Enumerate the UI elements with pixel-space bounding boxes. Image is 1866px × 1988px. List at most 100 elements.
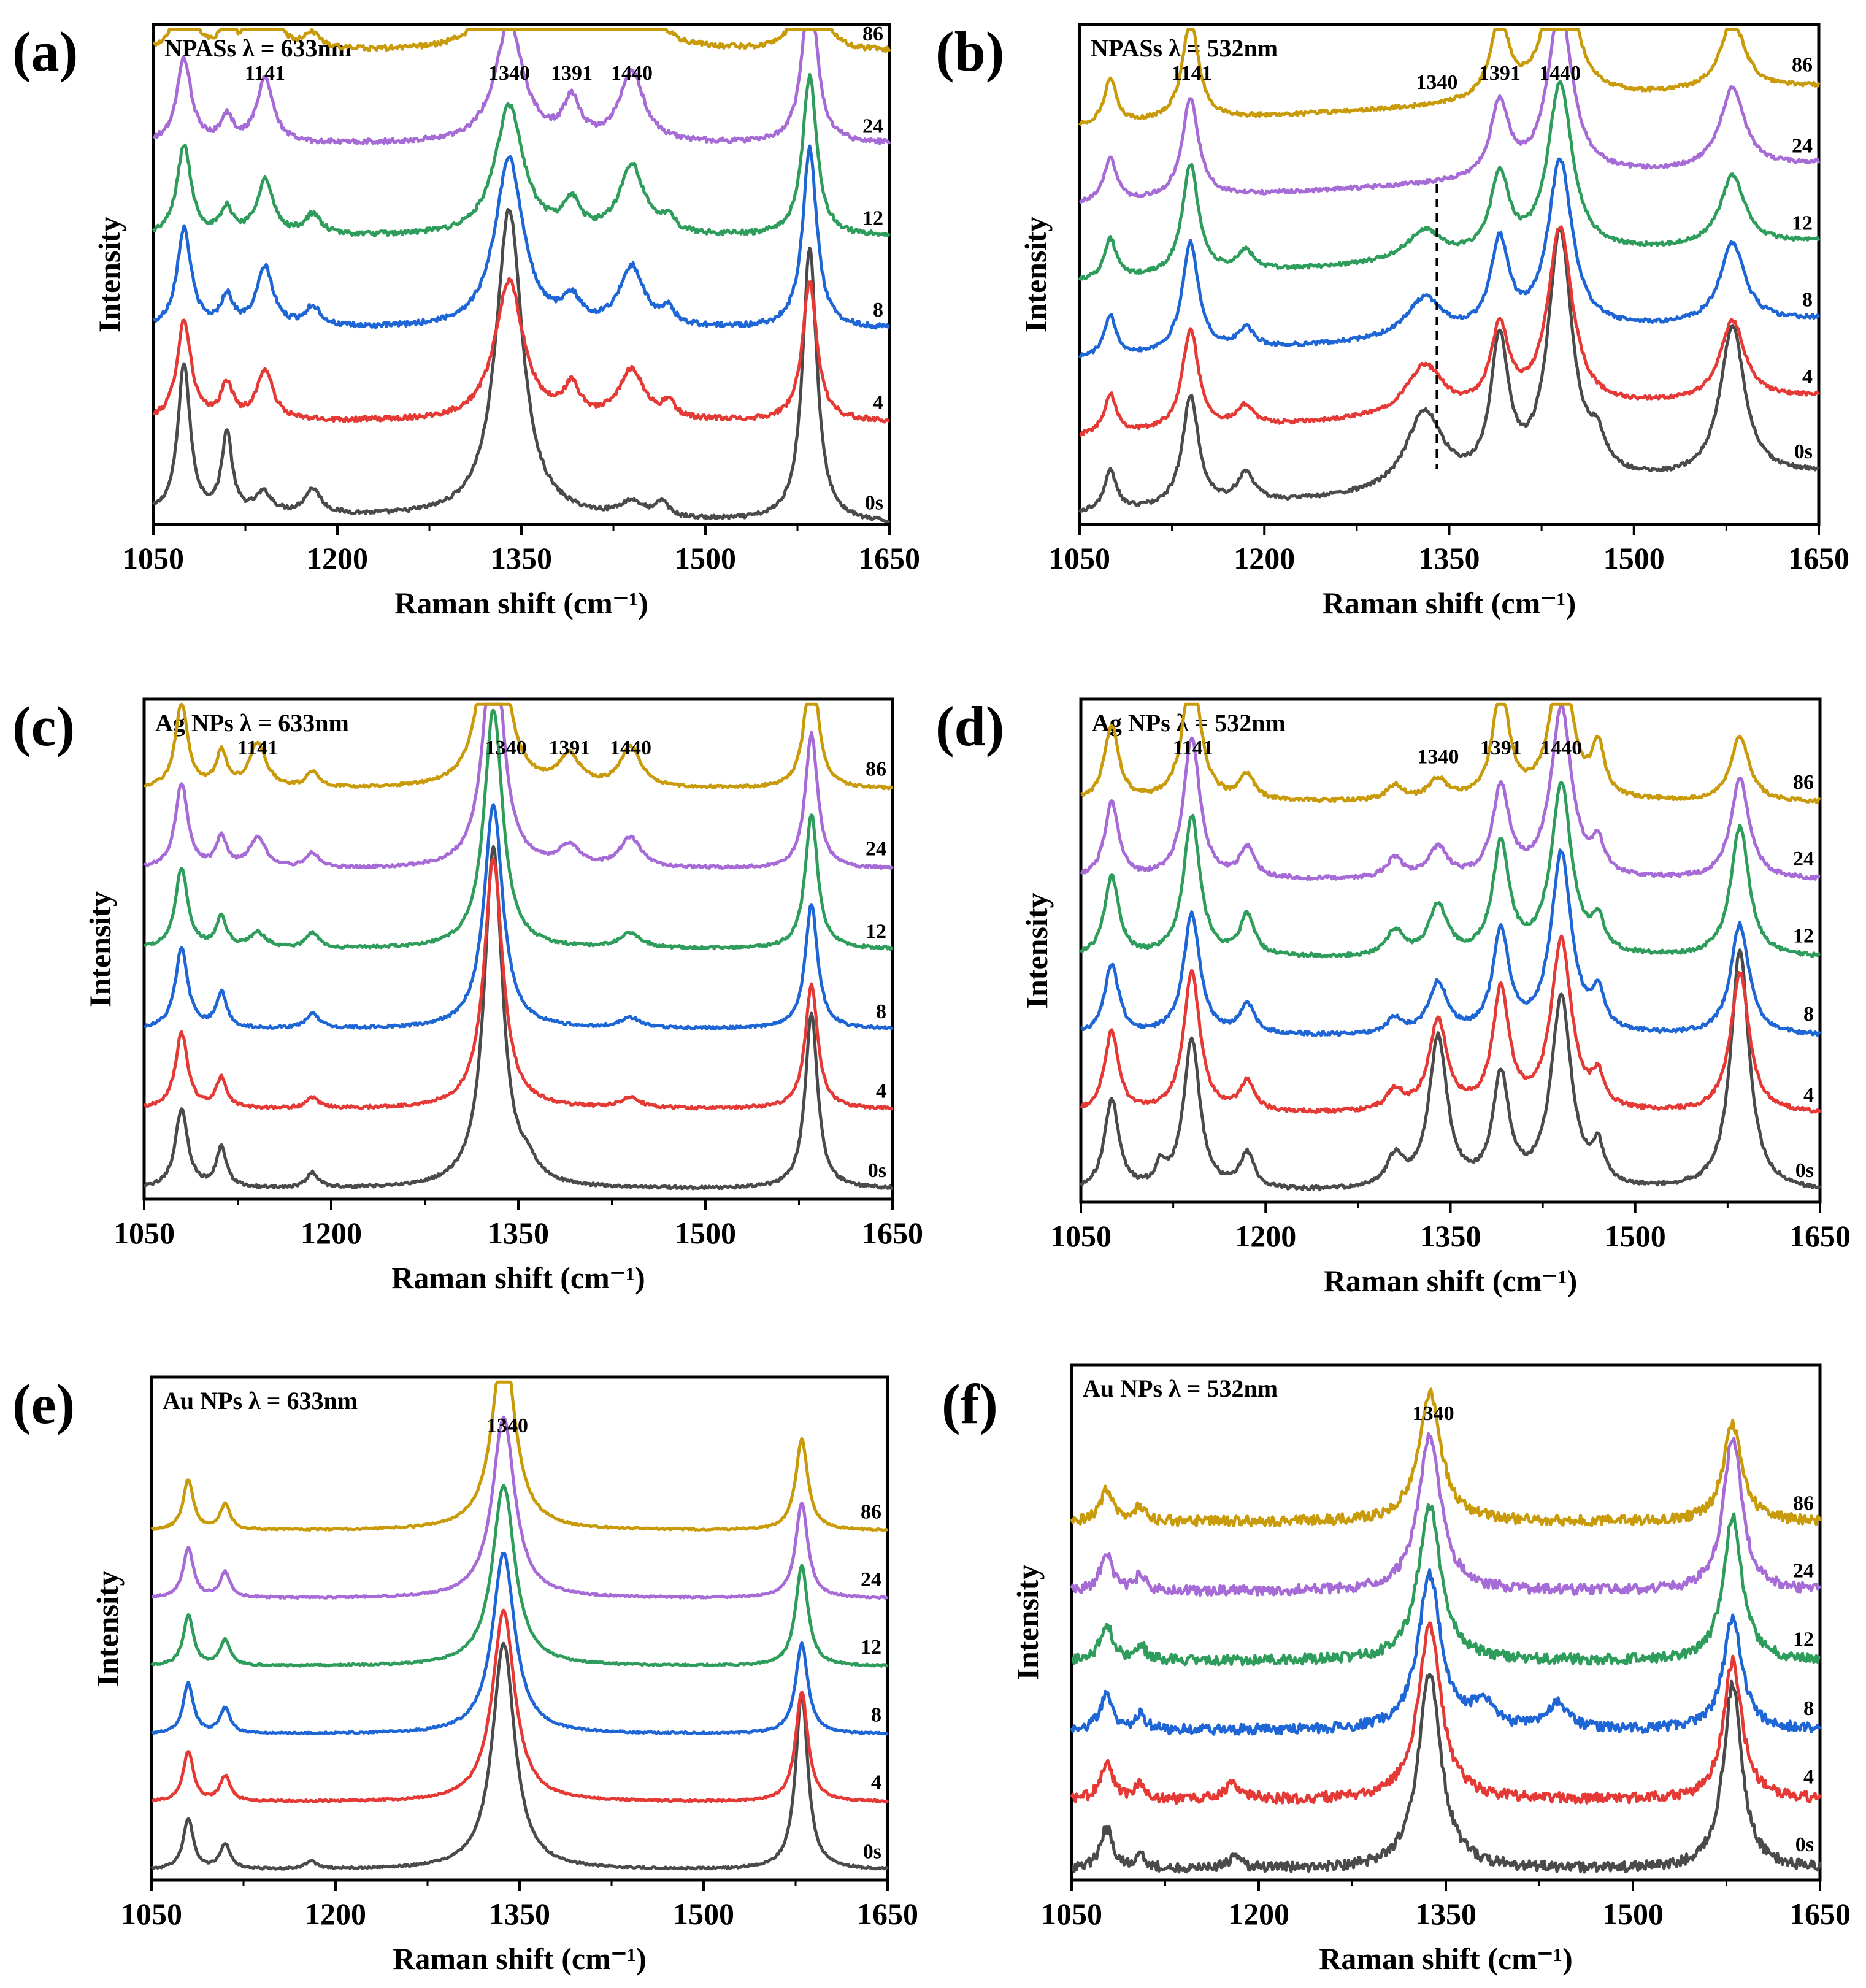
x-tick-label: 1350 xyxy=(488,1216,549,1250)
series-label: 12 xyxy=(861,1636,881,1659)
x-tick-label: 1050 xyxy=(1050,1219,1112,1253)
panel-letter: (d) xyxy=(935,695,1004,758)
series-label: 8 xyxy=(876,1000,886,1023)
x-tick-label: 1500 xyxy=(1605,1219,1666,1253)
x-tick-label: 1500 xyxy=(1602,1897,1664,1931)
x-tick-label: 1200 xyxy=(301,1216,362,1250)
spectrum-line-12 xyxy=(144,708,894,951)
x-tick-label: 1650 xyxy=(1789,1897,1851,1931)
series-label: 12 xyxy=(866,921,886,943)
spectrum-line-4 xyxy=(1079,225,1821,437)
spectrum-line-12 xyxy=(1079,780,1821,959)
series-label: 0s xyxy=(863,1841,881,1863)
x-tick-label: 1350 xyxy=(491,541,552,575)
spectrum-line-12 xyxy=(152,72,891,237)
series-label: 24 xyxy=(1793,1560,1814,1583)
series-label: 24 xyxy=(862,115,883,137)
spectrum-line-86 xyxy=(152,28,891,53)
spectrum-line-8 xyxy=(1070,1568,1822,1736)
spectrum-line-86 xyxy=(1070,1387,1822,1528)
peak-label: 1440 xyxy=(611,62,653,85)
panel-letter: (e) xyxy=(12,1373,75,1435)
x-tick-label: 1500 xyxy=(675,541,736,575)
peak-label: 1141 xyxy=(1173,737,1213,759)
series-label: 86 xyxy=(866,758,886,781)
x-axis-label: Raman shift (cm⁻¹) xyxy=(1323,586,1576,620)
x-tick-label: 1650 xyxy=(857,1897,918,1931)
spectrum-line-0s xyxy=(1079,948,1822,1192)
spectrum-line-24 xyxy=(143,702,894,870)
spectrum-line-0s xyxy=(1078,226,1820,513)
x-tick-label: 1350 xyxy=(1420,1219,1481,1253)
y-axis-label: Intensity xyxy=(1018,217,1053,332)
x-tick-label: 1200 xyxy=(1235,1219,1296,1253)
spectrum-line-24 xyxy=(152,28,891,146)
y-axis-label: Intensity xyxy=(1019,893,1054,1009)
x-axis-label: Raman shift (cm⁻¹) xyxy=(1319,1941,1573,1976)
x-axis-label: Raman shift (cm⁻¹) xyxy=(393,1941,647,1976)
panel-letter: (b) xyxy=(935,20,1004,83)
spectrum-line-86 xyxy=(1078,28,1821,126)
series-label: 0s xyxy=(1795,1833,1814,1856)
spectrum-line-86 xyxy=(150,1380,888,1532)
peak-label: 1391 xyxy=(1480,737,1522,759)
peak-label: 1340 xyxy=(1413,1402,1454,1425)
x-tick-label: 1650 xyxy=(1788,541,1849,575)
panel-letter: (c) xyxy=(12,695,75,758)
series-label: 4 xyxy=(1802,366,1813,388)
x-axis-label: Raman shift (cm⁻¹) xyxy=(1324,1264,1578,1298)
spectrum-line-8 xyxy=(1080,848,1821,1037)
spectrum-line-8 xyxy=(152,144,890,330)
series-label: 8 xyxy=(873,299,883,321)
chart-panel-f: (f) Au NPs λ = 532nm 1050 1200 1350 1500 1650 R… xyxy=(942,1363,1851,1976)
chart-panel-e: (e) Au NPs λ = 633nm 1050 1200 1350 1500 1650 R… xyxy=(12,1373,918,1976)
spectrum-line-4 xyxy=(151,1608,889,1804)
peak-label: 1340 xyxy=(488,62,530,85)
x-tick-label: 1500 xyxy=(673,1897,734,1931)
panel-title: Au NPs λ = 532nm xyxy=(1083,1375,1278,1402)
peak-label: 1391 xyxy=(548,737,590,759)
peak-label: 1391 xyxy=(1479,62,1521,85)
x-tick-label: 1050 xyxy=(121,1897,182,1931)
panel-letter: (a) xyxy=(12,20,78,83)
spectrum-line-24 xyxy=(1079,28,1821,204)
peak-label: 1340 xyxy=(1416,71,1457,94)
series-label: 24 xyxy=(861,1568,881,1591)
series-label: 12 xyxy=(1793,1629,1814,1651)
x-tick-label: 1050 xyxy=(1049,541,1110,575)
series-label: 24 xyxy=(1793,848,1814,870)
series-label: 4 xyxy=(1803,1084,1814,1107)
series-label: 24 xyxy=(866,838,886,861)
x-tick-label: 1650 xyxy=(862,1216,923,1250)
series-label: 0s xyxy=(868,1159,886,1182)
x-tick-label: 1350 xyxy=(1415,1897,1476,1931)
spectrum-line-12 xyxy=(1071,1503,1821,1667)
plot-frame xyxy=(1070,1363,1822,1882)
series-label: 0s xyxy=(1794,440,1813,463)
spectrum-line-8 xyxy=(150,1552,889,1736)
peak-label: 1141 xyxy=(245,62,285,85)
spectrum-line-4 xyxy=(152,277,891,424)
spectrum-line-0s xyxy=(1071,1673,1822,1874)
x-tick-label: 1200 xyxy=(1234,541,1295,575)
x-tick-label: 1050 xyxy=(1041,1897,1102,1931)
y-axis-label: Intensity xyxy=(90,1571,125,1687)
peak-label: 1440 xyxy=(610,737,651,759)
y-axis-label: Intensity xyxy=(92,217,126,332)
x-tick-label: 1200 xyxy=(307,541,368,575)
spectrum-line-4 xyxy=(1070,1621,1822,1805)
peak-label: 1440 xyxy=(1539,62,1581,85)
spectrum-line-0s xyxy=(152,208,891,523)
series-label: 86 xyxy=(861,1500,881,1523)
series-label: 4 xyxy=(871,1771,881,1794)
plot-frame xyxy=(152,23,891,526)
spectrum-line-86 xyxy=(1080,702,1821,804)
spectrum-line-24 xyxy=(1070,1432,1822,1597)
plot-frame xyxy=(1079,697,1822,1204)
series-label: 4 xyxy=(1803,1765,1814,1788)
chart-panel-d: (d) Ag NPs λ = 532nm 1050 1200 1350 1500 1650 R… xyxy=(935,695,1851,1298)
spectrum-line-12 xyxy=(1078,79,1821,281)
